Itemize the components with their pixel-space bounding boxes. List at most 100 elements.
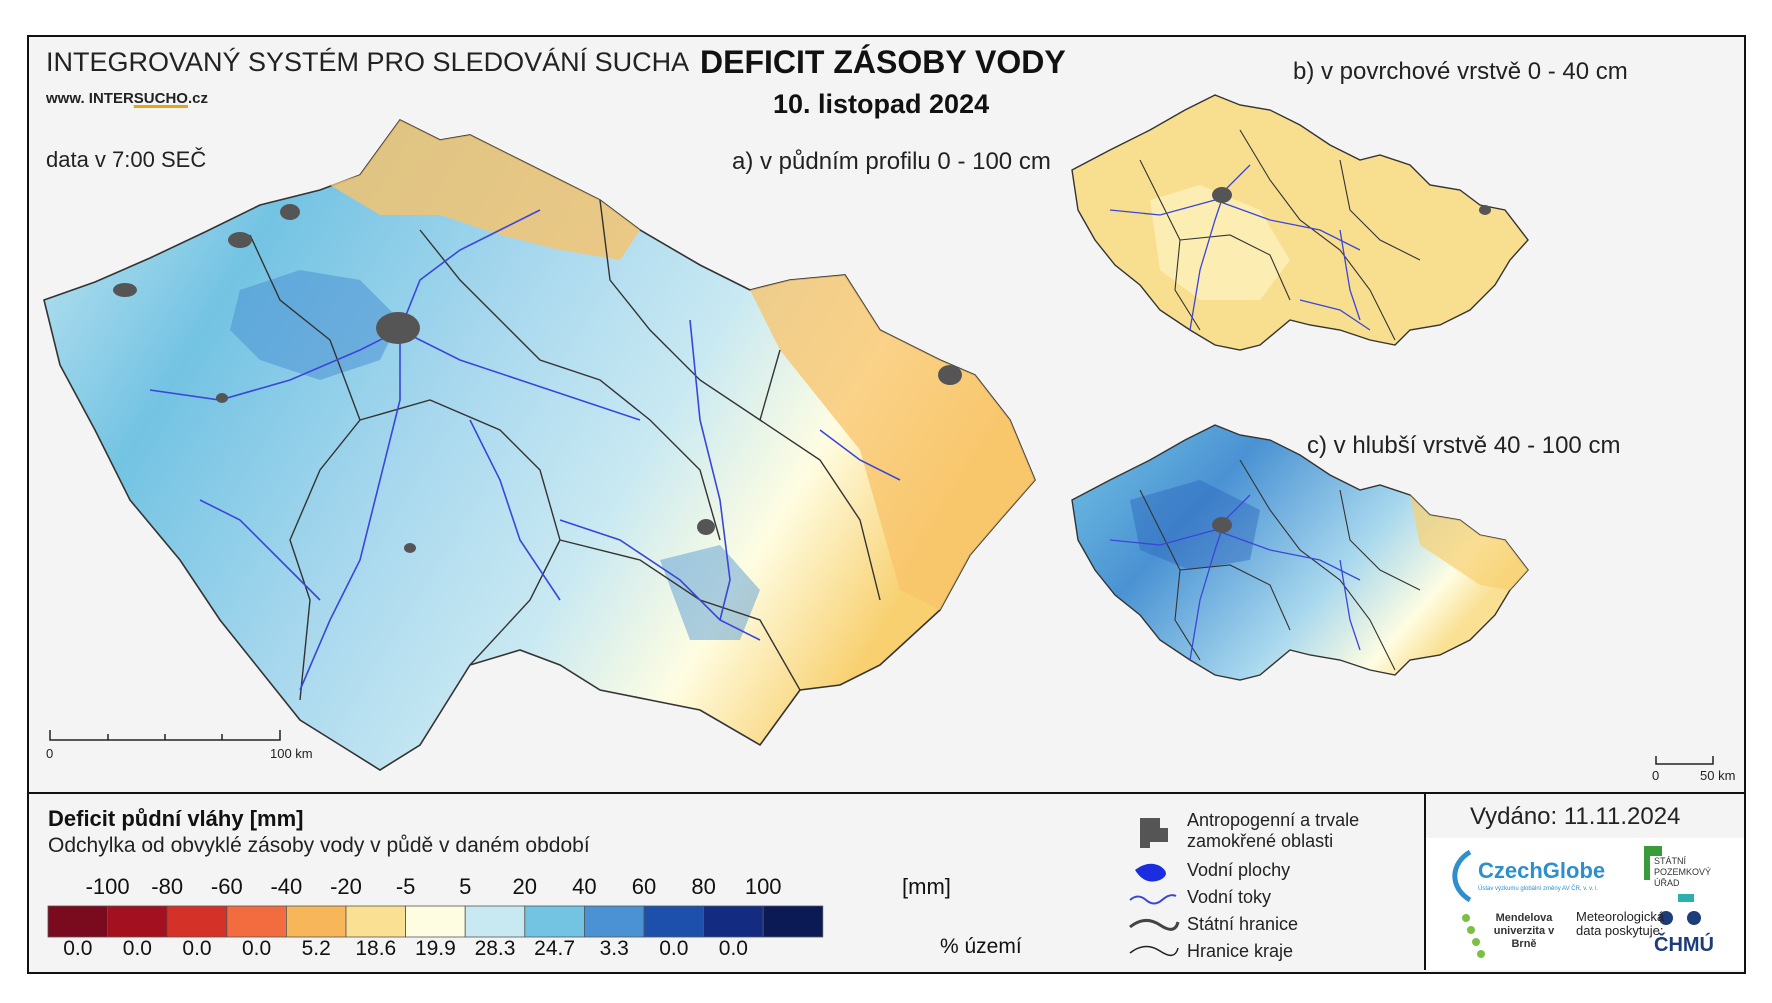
legend-percent-value: 19.9 — [414, 937, 456, 960]
map-b-region-borders — [1139, 129, 1421, 341]
legend-title: Deficit půdní vláhy [mm] — [48, 806, 304, 831]
map-b-light-area — [1150, 185, 1290, 300]
map-a-urban — [113, 204, 962, 553]
legend-color-swatch — [345, 905, 406, 938]
legend-percent-value: 0.0 — [718, 937, 748, 960]
legend-tick-label: 20 — [512, 874, 538, 899]
scale-small-end: 50 km — [1700, 768, 1736, 783]
legend-color-swatch — [524, 905, 585, 938]
legend-tick-label: 40 — [572, 874, 597, 899]
legend-percent-value: 5.2 — [301, 937, 331, 960]
legend-percent-value: 3.3 — [599, 937, 629, 960]
legend-unit: [mm] — [902, 874, 951, 899]
river-line-icon — [1129, 894, 1177, 905]
map-c-region-borders — [1139, 459, 1421, 671]
scale-bar-small — [1655, 756, 1714, 765]
main-title: DEFICIT ZÁSOBY VODY — [700, 44, 1066, 80]
legend-tick-label: -80 — [151, 874, 184, 899]
legend-colorbar — [47, 905, 824, 938]
legend-percent-value: 0.0 — [659, 937, 689, 960]
legend-percent-value: 0.0 — [122, 937, 152, 960]
legend-color-swatch — [107, 905, 168, 938]
map-date: 10. listopad 2024 — [773, 89, 990, 119]
map-c — [1071, 424, 1529, 681]
map-c-prague — [1212, 517, 1232, 533]
map-a-title: a) v půdním profilu 0 - 100 cm — [732, 148, 1051, 175]
scale-main-end: 100 km — [270, 746, 313, 761]
legend-color-swatch — [703, 905, 764, 938]
water-bodies-label: Vodní plochy — [1187, 860, 1291, 880]
region-border-label: Hranice kraje — [1187, 941, 1294, 961]
czechglobe-logo: CzechGlobe — [1478, 858, 1606, 883]
spu-logo-mark — [1644, 846, 1662, 856]
map-a-dry-north — [330, 120, 640, 260]
rivers-label: Vodní toky — [1187, 887, 1272, 907]
legend-percent-value: 18.6 — [355, 937, 397, 960]
urban-symbol-icon — [1140, 818, 1168, 848]
legend-color-swatch — [47, 905, 108, 938]
data-time: data v 7:00 SEČ — [46, 147, 207, 172]
legend-color-swatch — [584, 905, 645, 938]
legend-tick-label: -100 — [85, 874, 130, 899]
legend-color-swatch — [166, 905, 228, 938]
website-suffix: SUCHO — [133, 90, 188, 107]
percent-unit: % území — [940, 935, 1022, 958]
map-a-dry-east — [750, 275, 1035, 610]
czechglobe-subtitle: Ústav výzkumu globální změny AV ČR, v. v… — [1478, 886, 1599, 892]
map-c-title: c) v hlubší vrstvě 40 - 100 cm — [1307, 432, 1621, 459]
website-tld: .cz — [187, 90, 208, 107]
map-b-country — [1071, 94, 1529, 351]
organization-name: INTEGROVANÝ SYSTÉM PRO SLEDOVÁNÍ SUCHA — [46, 47, 690, 77]
legend-color-swatch — [643, 905, 704, 938]
map-c-rivers — [1109, 494, 1361, 661]
legend-tick-label: 60 — [631, 874, 657, 899]
legend-percent-value: 0.0 — [241, 937, 272, 960]
state-border-icon — [1129, 919, 1180, 931]
map-a-rivers — [149, 209, 901, 691]
map-b-prague — [1212, 187, 1232, 203]
spu-logo: STÁTNÍ POZEMKOVÝ ÚŘAD — [1654, 856, 1712, 888]
legend-color-swatch — [464, 905, 526, 938]
legend-tick-label: -60 — [210, 874, 243, 899]
legend-color-swatch — [762, 905, 824, 938]
legend-divider — [27, 792, 1744, 794]
meteo-text: Meteorologická data poskytuje: — [1576, 909, 1665, 938]
water-body-icon — [1135, 863, 1166, 882]
legend-color-swatch — [405, 905, 466, 938]
mendel-logo: Mendelova univerzita v Brně — [1493, 912, 1555, 950]
website-link[interactable]: www. INTERSUCHO.cz — [46, 90, 208, 107]
legend-tick-label: 80 — [691, 874, 716, 899]
scale-main-zero: 0 — [46, 746, 54, 761]
map-a-dark-west — [230, 270, 400, 380]
chmu-logo: ČHMÚ — [1654, 934, 1714, 956]
czechglobe-arc — [1452, 849, 1472, 903]
legend-tick-label: 100 — [744, 874, 782, 899]
logos-graphics — [1452, 846, 1701, 958]
chmu-logo-mark — [1659, 911, 1673, 925]
issued-date: Vydáno: 11.11.2024 — [1470, 803, 1681, 830]
anthropogenic-label: Antropogenní a trvale zamokřené oblasti — [1187, 810, 1360, 851]
scale-bar-main — [49, 730, 281, 741]
logos-box: CzechGlobe Ústav výzkumu globální změny … — [1424, 838, 1744, 970]
map-b-title: b) v povrchové vrstvě 0 - 40 cm — [1293, 58, 1628, 85]
legend-percent-value: 24.7 — [534, 937, 576, 960]
legend-percent-value: 28.3 — [474, 937, 516, 960]
map-a-dark-south — [660, 545, 760, 640]
legend-tick-label: 5 — [459, 874, 472, 899]
legend-color-swatch — [285, 905, 347, 938]
map-a — [43, 118, 1036, 771]
legend-tick-label: -5 — [395, 874, 416, 899]
state-border-label: Státní hranice — [1187, 914, 1299, 934]
map-b-rivers — [1109, 164, 1371, 331]
map-a-region-borders — [249, 199, 881, 701]
map-c-dark-core — [1130, 480, 1260, 570]
map-c-dry-east — [1410, 495, 1528, 590]
legend-tick-label: -40 — [270, 874, 303, 899]
legend-percent-value: 0.0 — [63, 937, 93, 960]
website-prefix: www. INTER — [46, 90, 134, 107]
legend-description: Odchylka od obvyklé zásoby vody v půdě v… — [48, 834, 590, 857]
legend-tick-label: -20 — [330, 874, 362, 899]
map-b — [1071, 94, 1529, 351]
legend-percent-value: 0.0 — [182, 937, 212, 960]
